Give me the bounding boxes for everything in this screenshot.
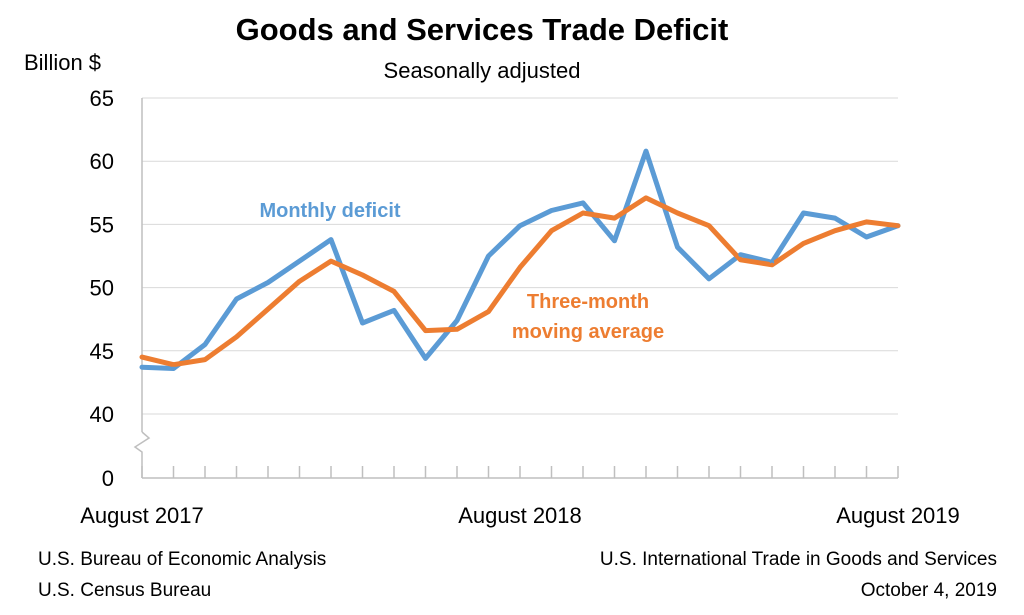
data-point-series-0 [801, 210, 806, 216]
series-label-three-month-line1: Three-month [527, 291, 649, 313]
source-bea: U.S. Bureau of Economic Analysis [38, 549, 326, 570]
y-axis-label: Billion $ [24, 50, 101, 75]
series-label-monthly-deficit: Monthly deficit [259, 200, 400, 222]
data-point-series-1 [360, 272, 365, 278]
y-tick-label: 65 [90, 86, 114, 111]
data-point-series-1 [832, 228, 838, 233]
axis-break-mark [133, 431, 151, 478]
report-name: U.S. International Trade in Goods and Se… [600, 549, 997, 570]
y-tick-label: 40 [90, 402, 114, 427]
data-point-series-0 [643, 148, 649, 154]
y-tick-label: 60 [90, 149, 114, 174]
data-point-series-1 [297, 279, 302, 284]
data-point-series-0 [549, 208, 554, 213]
data-point-series-0 [297, 258, 302, 264]
data-point-series-0 [171, 366, 176, 371]
data-point-series-1 [706, 223, 712, 228]
y-tick-label: 0 [102, 466, 114, 491]
data-point-series-0 [202, 342, 208, 347]
x-tick-label-aug-2017: August 2017 [80, 503, 204, 528]
report-date: October 4, 2019 [861, 580, 997, 601]
data-point-series-1 [265, 306, 271, 312]
y-tick-label: 45 [90, 339, 114, 364]
data-point-series-1 [895, 223, 901, 228]
data-point-series-0 [423, 356, 428, 361]
data-point-series-1 [738, 257, 743, 262]
data-point-series-0 [864, 234, 869, 240]
y-tick-label: 55 [90, 212, 114, 237]
data-point-series-1 [769, 262, 775, 267]
data-point-series-1 [139, 354, 145, 360]
data-point-series-0 [454, 318, 460, 323]
data-point-series-1 [328, 258, 334, 264]
y-tick-labels: 65 60 55 50 45 40 0 [90, 86, 114, 491]
data-point-series-1 [864, 219, 869, 225]
data-point-series-1 [580, 210, 586, 216]
data-point-series-0 [675, 245, 680, 250]
data-point-series-0 [612, 238, 617, 243]
chart-title: Goods and Services Trade Deficit [236, 12, 729, 47]
data-point-series-1 [423, 328, 428, 333]
data-point-series-0 [580, 200, 586, 206]
data-point-series-0 [360, 320, 365, 326]
data-point-series-1 [171, 362, 176, 367]
chart-subtitle: Seasonally adjusted [384, 58, 581, 83]
data-point-series-0 [391, 308, 397, 313]
data-point-series-0 [706, 276, 712, 281]
data-points [139, 148, 901, 371]
data-point-series-1 [612, 215, 617, 221]
data-point-series-0 [328, 237, 334, 242]
data-point-series-0 [832, 215, 838, 221]
data-point-series-1 [486, 309, 491, 314]
data-point-series-1 [202, 357, 208, 362]
y-tick-label: 50 [90, 276, 114, 301]
data-point-series-1 [454, 327, 460, 332]
data-point-series-0 [517, 223, 523, 228]
data-point-series-1 [517, 265, 523, 270]
data-point-series-0 [234, 296, 239, 302]
data-point-series-1 [643, 195, 649, 201]
data-point-series-0 [486, 253, 491, 259]
x-tick-label-aug-2019: August 2019 [836, 503, 960, 528]
x-tick-label-aug-2018: August 2018 [458, 503, 582, 528]
data-point-series-0 [265, 280, 271, 285]
data-point-series-1 [675, 210, 680, 216]
source-census: U.S. Census Bureau [38, 580, 211, 601]
data-point-series-0 [738, 252, 743, 257]
data-point-series-1 [549, 228, 554, 233]
data-point-series-1 [801, 241, 806, 246]
data-point-series-1 [391, 289, 397, 294]
series-label-three-month-line2: moving average [512, 321, 664, 343]
x-tick-marks [141, 466, 899, 478]
data-point-series-1 [234, 334, 239, 340]
data-point-series-0 [139, 365, 145, 370]
